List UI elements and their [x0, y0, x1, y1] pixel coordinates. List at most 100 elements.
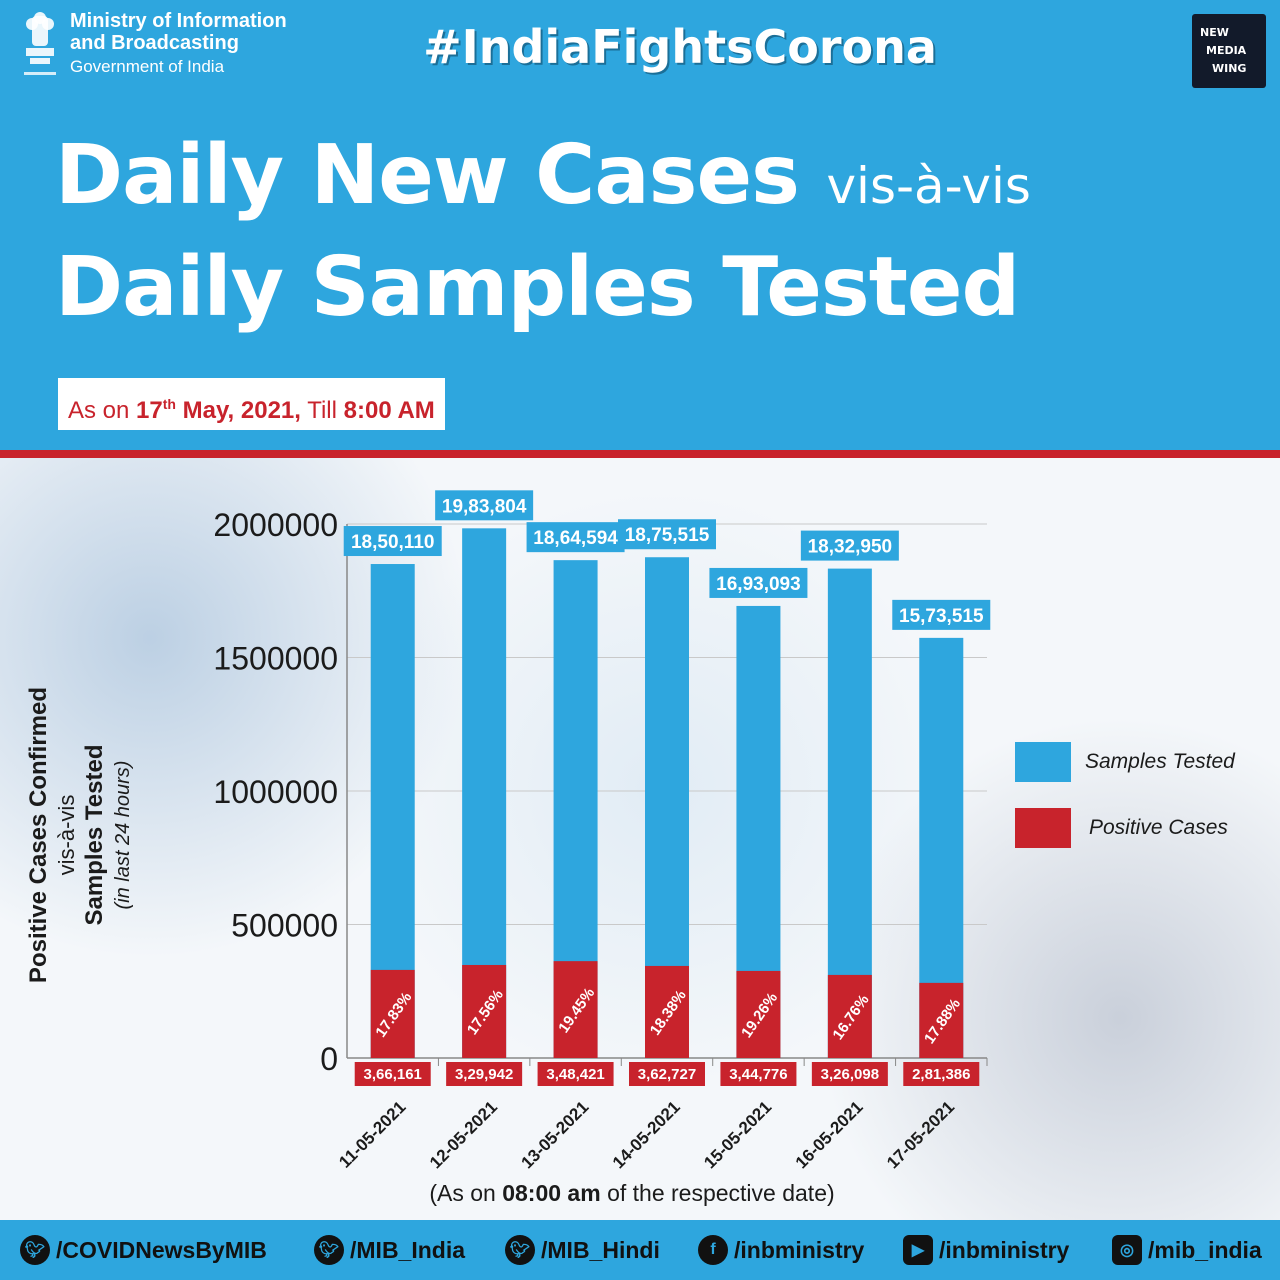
ylabel-line4: (in last 24 hours) [112, 760, 134, 910]
positive-value-label: 3,66,161 [364, 1066, 422, 1083]
legend-swatch-samples [1015, 742, 1071, 782]
positive-value-label: 2,81,386 [912, 1066, 970, 1083]
positive-bar [370, 969, 415, 1058]
social-covidnews[interactable]: 🐦︎ /COVIDNewsByMIB [20, 1230, 267, 1270]
samples-label-box [343, 526, 442, 557]
social-handle: /inbministry [734, 1236, 865, 1263]
footer-bar [0, 1220, 1280, 1280]
positive-value-label: 3,62,727 [638, 1066, 696, 1083]
asof-day: 17 [136, 397, 163, 424]
x-category-label: 13-05-2021 [517, 1097, 592, 1172]
positive-bar [827, 974, 872, 1058]
header-banner [0, 0, 1280, 450]
samples-value-label: 16,93,093 [716, 574, 801, 595]
samples-label-box [892, 599, 991, 630]
hashtag-title: #IndiaFightsCorona [423, 20, 937, 74]
twitter-icon: 🐦︎ [20, 1235, 50, 1265]
asof-time: 8:00 AM [343, 397, 435, 424]
samples-label-box [618, 519, 716, 550]
ylabel-line2: vis-à-vis [54, 794, 79, 876]
asof-month: May, 2021, [182, 397, 301, 424]
samples-value-label: 15,73,515 [899, 606, 984, 627]
positive-label-box [537, 1062, 614, 1086]
ministry-line3: Government of India [70, 57, 225, 76]
y-tick-label: 500000 [231, 908, 338, 944]
positive-label-box [811, 1062, 888, 1086]
positive-label-box [354, 1062, 431, 1086]
positive-bar [462, 964, 507, 1058]
positive-value-label: 3,48,421 [546, 1066, 604, 1083]
social-facebook[interactable]: f /inbministry [698, 1230, 864, 1270]
y-tick-label: 1500000 [213, 641, 338, 677]
asof-till: Till [307, 397, 337, 424]
twitter-icon: 🐦︎ [314, 1235, 344, 1265]
footnote: (As on 08:00 am of the respective date) [0, 1180, 1264, 1207]
title-vis-a-vis: vis-à-vis [826, 157, 1031, 215]
samples-value-label: 18,32,950 [808, 537, 893, 558]
legend-swatch-positive [1015, 808, 1071, 848]
social-mib-hindi[interactable]: 🐦︎ /MIB_Hindi [505, 1230, 660, 1270]
samples-value-label: 18,75,515 [625, 525, 710, 546]
social-handle: /inbministry [939, 1236, 1070, 1263]
x-category-label: 12-05-2021 [426, 1097, 501, 1172]
instagram-icon: ◎ [1112, 1235, 1142, 1265]
badge-wing: WING [1212, 62, 1247, 75]
y-tick-label: 1000000 [213, 774, 338, 810]
asof-sup: th [162, 396, 176, 412]
badge-new: NEW [1200, 26, 1229, 39]
header-divider [0, 450, 1280, 458]
badge-media: MEDIA [1206, 44, 1247, 57]
positive-value-label: 3,44,776 [729, 1066, 787, 1083]
x-category-label: 14-05-2021 [609, 1097, 684, 1172]
new-media-wing-logo: NEW MEDIA WING [1192, 14, 1266, 88]
x-category-label: 17-05-2021 [883, 1097, 958, 1172]
x-category-label: 15-05-2021 [700, 1097, 775, 1172]
positive-label-box [903, 1062, 980, 1086]
national-emblem-icon [24, 12, 56, 75]
main-title-line2: Daily Samples Tested [55, 240, 1020, 335]
samples-label-box [526, 522, 625, 553]
footnote-prefix: (As on [429, 1180, 496, 1206]
footnote-bold: 08:00 am [502, 1180, 601, 1206]
positive-value-label: 3,29,942 [455, 1066, 513, 1083]
ministry-line1: Ministry of Information [70, 10, 287, 32]
samples-value-label: 18,64,594 [533, 528, 618, 549]
positive-bar [645, 965, 689, 1058]
social-instagram[interactable]: ◎ /mib_india [1112, 1230, 1262, 1270]
social-handle: /mib_india [1148, 1236, 1262, 1263]
positive-label-box [720, 1062, 797, 1086]
social-mib-india[interactable]: 🐦︎ /MIB_India [314, 1230, 465, 1270]
x-category-label: 16-05-2021 [792, 1097, 867, 1172]
x-category-label: 11-05-2021 [335, 1097, 409, 1171]
social-youtube[interactable]: ▶ /inbministry [903, 1230, 1069, 1270]
samples-value-label: 19,83,804 [442, 496, 527, 517]
y-tick-label: 2000000 [213, 507, 338, 543]
ministry-line2: and Broadcasting [70, 32, 239, 54]
ministry-name: Ministry of Information and Broadcasting… [70, 10, 287, 78]
ylabel-line1: Positive Cases Confirmed [25, 686, 52, 984]
positive-label-box [446, 1062, 523, 1086]
y-axis-label: Positive Cases Confirmed vis-à-vis Sampl… [25, 575, 155, 1095]
legend-label-positive: Positive Cases [1089, 816, 1228, 839]
samples-label-box [800, 530, 899, 561]
twitter-icon: 🐦︎ [505, 1235, 535, 1265]
positive-bar [553, 961, 598, 1058]
facebook-icon: f [698, 1235, 728, 1265]
samples-label-box [709, 567, 808, 598]
positive-value-label: 3,26,098 [821, 1066, 879, 1083]
positive-bar [736, 970, 781, 1058]
social-handle: /MIB_India [350, 1236, 466, 1263]
social-handle: /MIB_Hindi [541, 1236, 660, 1263]
legend-label-samples: Samples Tested [1085, 750, 1235, 773]
samples-label-box [435, 490, 534, 521]
title-part1: Daily New Cases [55, 128, 800, 223]
footnote-suffix: of the respective date) [607, 1180, 835, 1206]
y-tick-label: 0 [320, 1041, 338, 1077]
main-title-line1: Daily New Cases vis-à-vis [55, 128, 1031, 223]
ylabel-line3: Samples Tested [81, 744, 108, 926]
samples-value-label: 18,50,110 [351, 532, 434, 553]
social-handle: /COVIDNewsByMIB [56, 1236, 267, 1263]
youtube-icon: ▶ [903, 1235, 933, 1265]
positive-bar [919, 982, 964, 1058]
